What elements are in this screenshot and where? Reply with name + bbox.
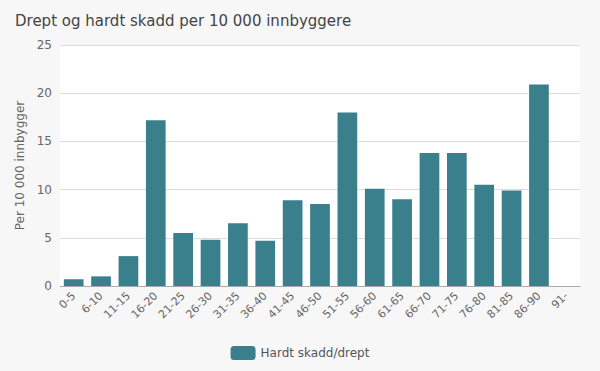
svg-text:51-55: 51-55 (320, 289, 352, 321)
svg-text:25: 25 (37, 38, 52, 52)
svg-text:91-: 91- (549, 289, 571, 311)
svg-text:21-25: 21-25 (156, 289, 188, 321)
svg-text:0-5: 0-5 (56, 289, 78, 311)
svg-text:71-75: 71-75 (430, 289, 462, 321)
svg-text:11-15: 11-15 (101, 289, 133, 321)
svg-text:Per 10 000 innbygger: Per 10 000 innbygger (13, 101, 27, 231)
svg-text:56-60: 56-60 (348, 289, 380, 321)
svg-text:46-50: 46-50 (293, 289, 325, 321)
svg-text:6-10: 6-10 (78, 289, 106, 317)
svg-text:16-20: 16-20 (129, 289, 161, 321)
svg-text:61-65: 61-65 (375, 289, 407, 321)
svg-text:0: 0 (44, 279, 52, 293)
svg-text:66-70: 66-70 (402, 289, 434, 321)
svg-text:31-35: 31-35 (211, 289, 243, 321)
svg-text:26-30: 26-30 (183, 289, 215, 321)
svg-text:15: 15 (37, 134, 52, 148)
svg-text:Drept og hardt skadd per 10 00: Drept og hardt skadd per 10 000 innbygge… (15, 12, 351, 30)
svg-text:10: 10 (37, 183, 52, 197)
svg-text:36-40: 36-40 (238, 289, 270, 321)
svg-text:5: 5 (44, 231, 52, 245)
svg-text:81-85: 81-85 (484, 289, 516, 321)
svg-text:86-90: 86-90 (512, 289, 544, 321)
svg-text:76-80: 76-80 (457, 289, 489, 321)
svg-text:20: 20 (37, 86, 52, 100)
svg-text:41-45: 41-45 (265, 289, 297, 321)
svg-text:Hardt skadd/drept: Hardt skadd/drept (261, 346, 370, 360)
